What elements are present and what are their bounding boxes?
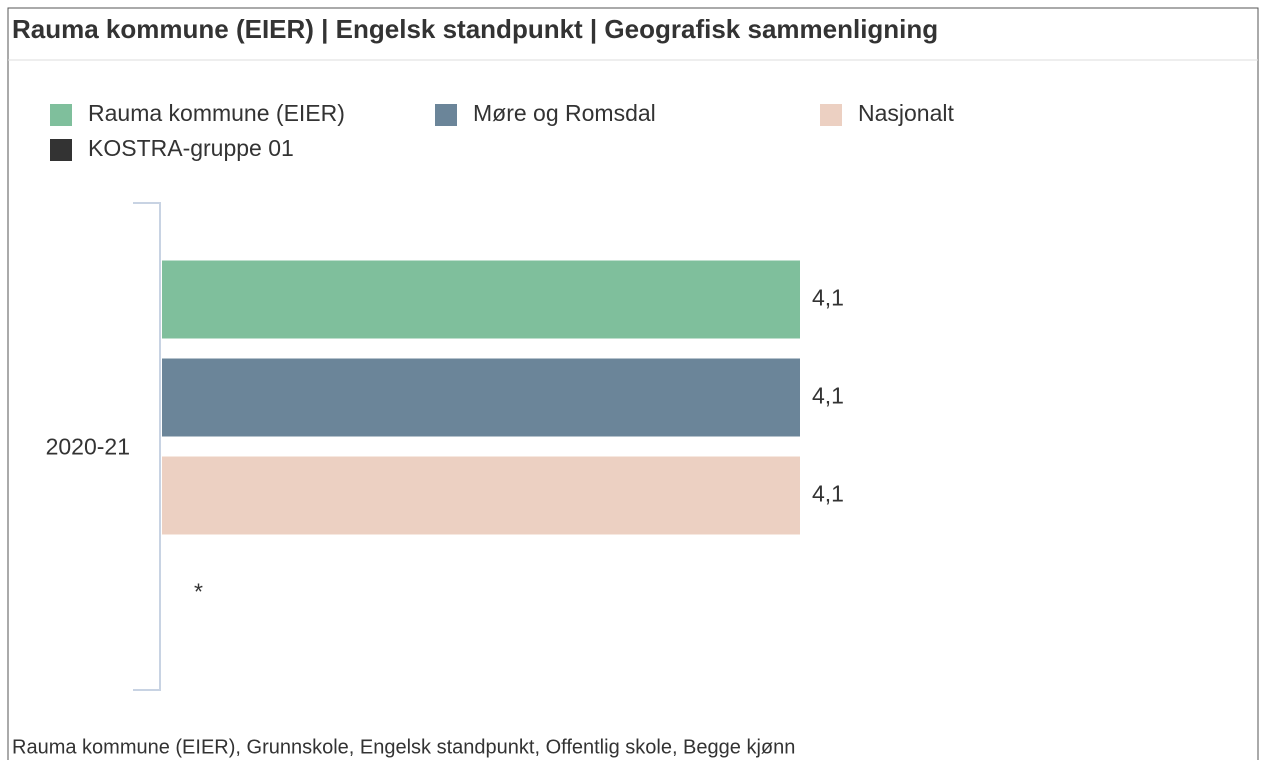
bar <box>162 358 800 437</box>
value-label: * <box>194 579 203 605</box>
legend-swatch <box>820 104 842 126</box>
value-label: 4,1 <box>812 481 844 507</box>
legend-swatch <box>435 104 457 126</box>
chart-title: Rauma kommune (EIER) | Engelsk standpunk… <box>12 14 938 44</box>
legend-label: KOSTRA-gruppe 01 <box>88 135 294 161</box>
legend-label: Nasjonalt <box>858 100 954 126</box>
legend-label: Rauma kommune (EIER) <box>88 100 345 126</box>
frame <box>7 7 1259 760</box>
value-label: 4,1 <box>812 383 844 409</box>
legend-label: Møre og Romsdal <box>473 100 656 126</box>
bar <box>162 456 800 535</box>
value-label: 4,1 <box>812 285 844 311</box>
category-bracket <box>133 202 161 691</box>
legend-swatch <box>50 139 72 161</box>
bar <box>162 260 800 339</box>
category-label: 2020-21 <box>46 434 130 460</box>
legend-swatch <box>50 104 72 126</box>
footnote: Rauma kommune (EIER), Grunnskole, Engels… <box>12 736 795 758</box>
